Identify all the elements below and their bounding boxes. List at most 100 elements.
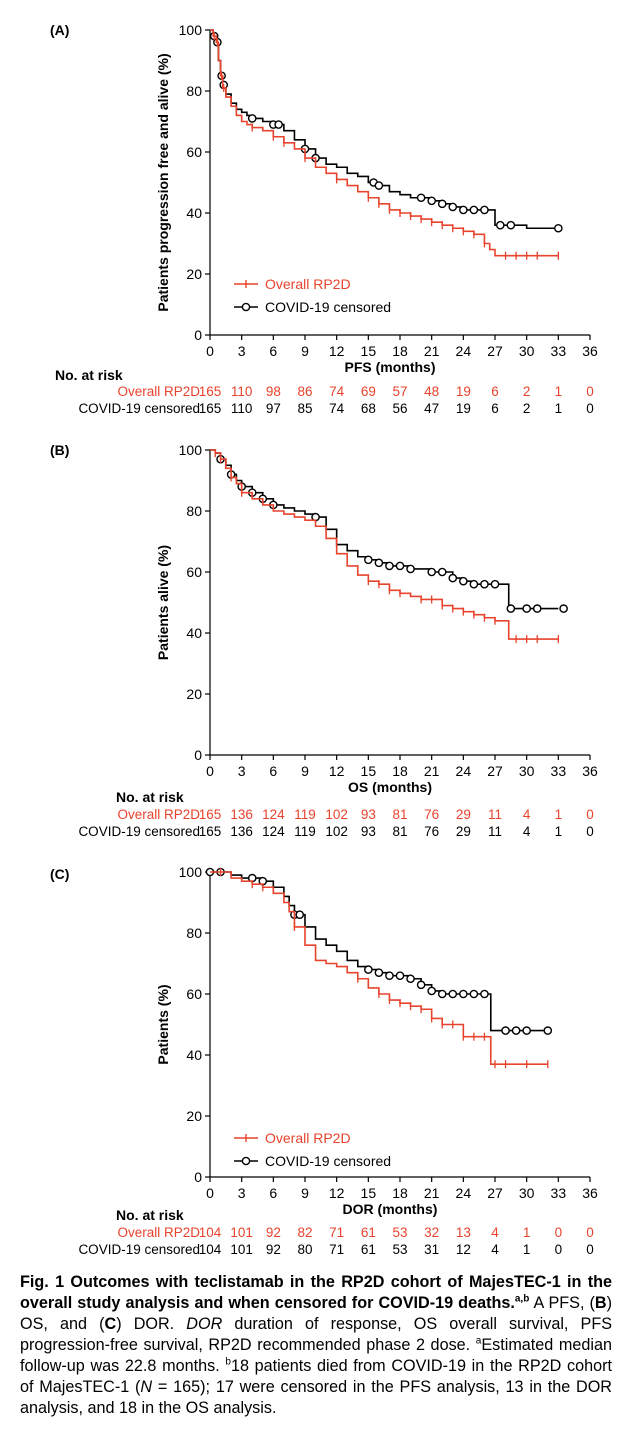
censor-mark-covid [506, 604, 516, 613]
risk-value: 71 [329, 1225, 345, 1240]
x-tick-label: 27 [487, 763, 503, 779]
censor-mark-covid [374, 181, 384, 190]
risk-value: 69 [360, 384, 376, 399]
risk-value: 4 [491, 1242, 499, 1257]
y-tick-label: 80 [186, 83, 202, 99]
y-tick-label: 60 [186, 144, 202, 160]
x-tick-label: 36 [582, 1185, 598, 1201]
caption-lead: Fig. 1 Outcomes with teclistamab in the … [20, 1273, 612, 1312]
risk-value: 12 [455, 1242, 471, 1257]
censor-mark-covid [364, 965, 373, 974]
risk-value: 0 [554, 1225, 563, 1240]
x-tick-label: 3 [238, 763, 246, 779]
censor-mark-covid [511, 1026, 521, 1035]
risk-row-name: Overall RP2D [117, 807, 200, 822]
risk-value: 61 [360, 1242, 376, 1257]
x-tick-label: 3 [238, 1185, 246, 1201]
censor-mark-covid [427, 196, 436, 206]
risk-value: 81 [392, 807, 408, 822]
caption-part3: ) DOR. [116, 1315, 187, 1333]
y-tick-label: 100 [179, 442, 203, 458]
censor-mark-covid [395, 561, 405, 571]
risk-value: 136 [230, 824, 253, 839]
legend-label: Overall RP2D [265, 1130, 351, 1146]
censor-mark-covid [554, 223, 563, 233]
risk-row-covid: COVID-19 censored 165 110 97 85 74 68 56 47 19 6 2… [0, 401, 632, 419]
risk-value: 97 [265, 401, 281, 416]
risk-value: 0 [586, 824, 594, 839]
x-tick-label: 30 [519, 763, 535, 779]
censor-mark-covid [437, 989, 447, 999]
panel-label: (C) [50, 866, 70, 882]
panel-os: (B) 0 20 40 60 80 100 0 3 6 9 12 15 18 21 24 27 30 33 36 OS… [0, 420, 632, 842]
risk-value: 19 [455, 384, 471, 399]
y-tick-label: 20 [186, 266, 202, 282]
risk-value: 1 [554, 401, 563, 416]
censor-mark-covid [480, 989, 489, 999]
risk-value: 76 [424, 807, 440, 822]
risk-value: 110 [230, 384, 253, 399]
legend-marker-covid [241, 1156, 251, 1166]
series-line-overall [210, 449, 559, 640]
censor-mark-covid [532, 604, 542, 613]
x-tick-label: 12 [329, 1185, 345, 1201]
risk-value: 0 [586, 1242, 594, 1257]
censor-mark-covid [501, 1026, 510, 1035]
risk-value: 165 [198, 384, 222, 399]
censor-mark-covid [406, 564, 415, 574]
x-tick-label: 33 [551, 343, 567, 359]
censor-mark-covid [490, 579, 500, 589]
figure-caption: Fig. 1 Outcomes with teclistamab in the … [20, 1272, 612, 1419]
risk-value: 1 [554, 824, 563, 839]
x-tick-label: 0 [206, 1185, 214, 1201]
x-tick-label: 30 [519, 343, 535, 359]
y-tick-label: 40 [186, 625, 202, 641]
risk-value: 2 [522, 384, 531, 399]
risk-value: 81 [392, 824, 408, 839]
x-tick-label: 21 [424, 343, 440, 359]
censor-mark-covid [416, 980, 426, 990]
risk-value: 31 [424, 1242, 440, 1257]
risk-value: 0 [586, 401, 594, 416]
risk-value: 124 [262, 824, 285, 839]
risk-row-name: Overall RP2D [117, 1225, 200, 1240]
censor-mark-covid [459, 989, 468, 999]
censor-mark-covid [295, 910, 305, 919]
x-tick-label: 3 [238, 343, 246, 359]
y-tick-label: 60 [186, 986, 202, 1002]
x-tick-label: 18 [392, 343, 408, 359]
censor-mark-covid [247, 114, 257, 123]
risk-row-name: COVID-19 censored [78, 1242, 200, 1257]
risk-value: 124 [262, 807, 285, 822]
y-axis-label: Patients alive (%) [155, 545, 171, 660]
censor-mark-covid [469, 205, 479, 215]
y-tick-label: 0 [194, 327, 202, 343]
risk-value: 4 [522, 824, 531, 839]
x-axis-label: DOR (months) [343, 1201, 438, 1217]
risk-value: 104 [198, 1225, 222, 1240]
y-tick-label: 0 [194, 747, 202, 763]
risk-value: 56 [392, 401, 408, 416]
risk-value: 165 [198, 401, 222, 416]
risk-value: 93 [360, 807, 376, 822]
y-axis-label: Patients (%) [155, 984, 171, 1064]
caption-sup-b: b [225, 1356, 231, 1368]
risk-value: 92 [265, 1225, 281, 1240]
legend-label: Overall RP2D [265, 276, 351, 292]
risk-value: 29 [455, 807, 471, 822]
risk-value: 119 [294, 824, 316, 839]
x-tick-label: 6 [269, 1185, 277, 1201]
risk-value: 98 [265, 384, 281, 399]
risk-value: 32 [424, 1225, 440, 1240]
x-tick-label: 27 [487, 343, 503, 359]
censor-mark-covid [416, 193, 426, 203]
risk-value: 0 [586, 807, 594, 822]
risk-value: 86 [297, 384, 313, 399]
censor-mark-covid [495, 220, 505, 230]
risk-value: 136 [230, 807, 253, 822]
x-tick-label: 33 [551, 763, 567, 779]
x-tick-label: 24 [456, 763, 472, 779]
risk-value: 4 [491, 1225, 499, 1240]
risk-value: 47 [424, 401, 440, 416]
caption-part6: 18 patients died from COVID-19 in the RP… [20, 1357, 612, 1396]
